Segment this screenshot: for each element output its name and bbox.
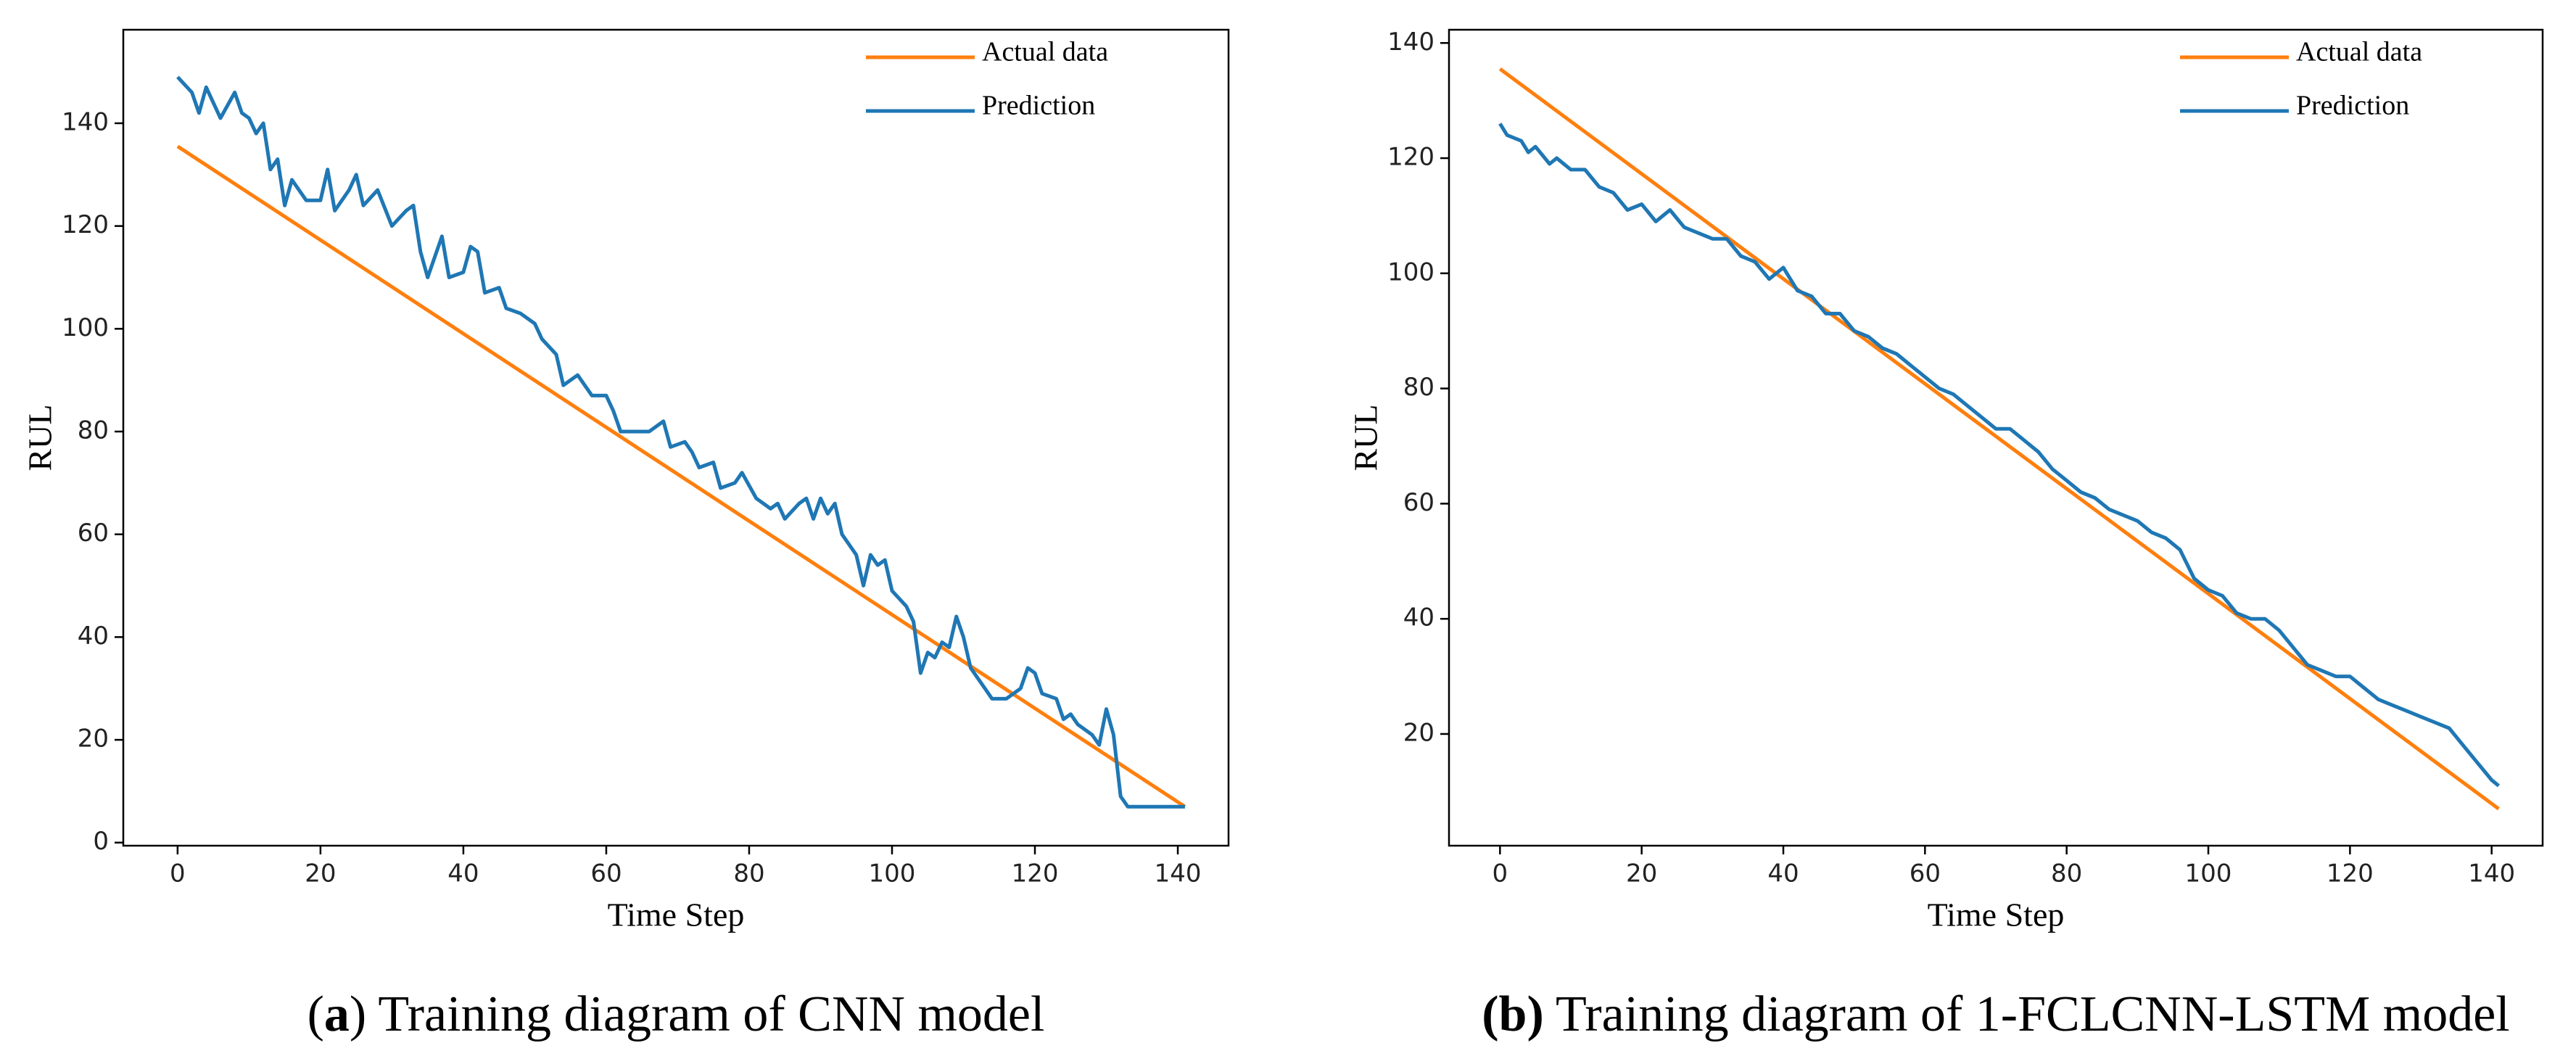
caption: (a) Training diagram of CNN model — [307, 986, 1045, 1042]
x-tick-label: 80 — [733, 859, 764, 888]
y-axis-label: RUL — [1347, 405, 1384, 471]
x-tick-label: 0 — [1493, 859, 1508, 888]
x-tick-label: 60 — [590, 859, 622, 888]
y-tick-label: 120 — [62, 210, 109, 239]
x-tick-label: 40 — [447, 859, 479, 888]
plot-frame — [122, 28, 1230, 847]
y-tick-label: 20 — [1403, 718, 1434, 747]
y-tick-label: 40 — [78, 622, 109, 651]
data-line — [176, 75, 1185, 809]
chart: 0 20 40 60 80 100 120 140 20 40 60 80 100 120 140 Time … — [1347, 28, 2544, 1042]
y-tick-label: 20 — [78, 725, 109, 754]
y-tick-label: 140 — [62, 107, 109, 136]
y-tick-label: 100 — [62, 313, 109, 342]
x-tick-label: 80 — [2051, 859, 2082, 888]
caption-part: Training diagram of 1-FCLCNN-LSTM model — [1544, 986, 2510, 1042]
x-tick-label: 140 — [2468, 859, 2515, 888]
chart: 0 20 40 60 80 100 120 140 0 20 40 60 80 100 120 140 Time… — [22, 28, 1230, 1042]
y-tick-label: 40 — [1403, 603, 1434, 632]
x-tick-label: 20 — [1626, 859, 1657, 888]
data-line — [1498, 123, 2500, 788]
x-tick-label: 60 — [1910, 859, 1941, 888]
y-tick-label: 60 — [78, 519, 109, 548]
x-axis-label: Time Step — [1928, 896, 2065, 933]
y-tick-label: 120 — [1387, 143, 1434, 172]
x-tick-label: 120 — [2327, 859, 2374, 888]
caption: (b) Training diagram of 1-FCLCNN-LSTM mo… — [1482, 986, 2509, 1042]
y-tick-label: 0 — [93, 827, 109, 856]
x-tick-label: 40 — [1767, 859, 1799, 888]
caption-part: a — [324, 986, 350, 1042]
y-tick-label: 80 — [1403, 373, 1434, 402]
y-tick-label: 140 — [1387, 28, 1434, 57]
x-tick-label: 120 — [1012, 859, 1059, 888]
data-line — [1498, 67, 2500, 811]
caption-part: ( — [307, 986, 324, 1042]
caption-part: (b) — [1482, 986, 1544, 1042]
y-tick-label: 80 — [78, 416, 109, 445]
x-tick-label: 140 — [1155, 859, 1202, 888]
legend-label: Actual data — [2296, 37, 2422, 67]
plot-frame — [1448, 28, 2544, 847]
legend-label: Actual data — [982, 37, 1108, 67]
y-tick-label: 60 — [1403, 488, 1434, 517]
x-tick-label: 20 — [305, 859, 336, 888]
x-tick-label: 100 — [869, 859, 916, 888]
caption-part: ) Training diagram of CNN model — [350, 986, 1045, 1042]
legend-label: Prediction — [982, 91, 1095, 121]
legend-label: Prediction — [2296, 91, 2409, 121]
x-tick-label: 100 — [2185, 859, 2232, 888]
y-tick-label: 100 — [1387, 257, 1434, 286]
y-axis-label: RUL — [22, 405, 59, 471]
x-tick-label: 0 — [170, 859, 186, 888]
data-line — [176, 144, 1186, 809]
x-axis-label: Time Step — [608, 896, 745, 933]
